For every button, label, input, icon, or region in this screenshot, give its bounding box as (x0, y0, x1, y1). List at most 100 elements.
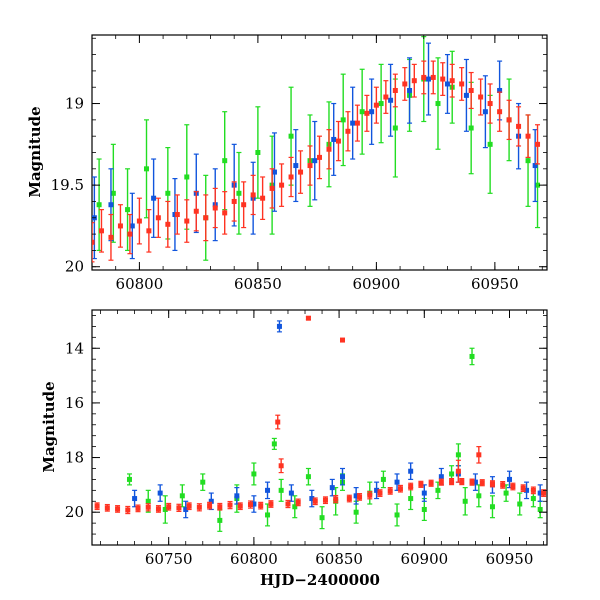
top-point-s2-9 (174, 194, 180, 235)
top-point-s2-28 (354, 104, 360, 142)
bottom-point-s2-10 (196, 503, 202, 512)
top-point-s2-20 (279, 163, 285, 207)
bottom-point-s2-33 (408, 482, 414, 491)
top-point-s2-17 (250, 174, 256, 216)
bottom-point-s2-11 (207, 501, 213, 510)
top-point-s2-5 (136, 197, 142, 245)
top-point-s0-8 (236, 151, 242, 235)
bottom-point-s2-23 (312, 497, 318, 506)
bottom-point-s1-22 (524, 481, 530, 500)
bottom-point-s2-17 (268, 500, 274, 508)
top-point-s0-15 (359, 68, 365, 155)
top-point-s1-11 (312, 120, 318, 201)
top-light-curve-panel: 60800 60850 60900 60950 19 19.5 20 Magnitude (26, 34, 548, 293)
top-point-s2-23 (307, 145, 313, 186)
top-point-s2-46 (525, 114, 531, 158)
top-point-s1-13 (350, 86, 356, 160)
bottom-point-s1-2 (183, 500, 189, 519)
bottom-point-s0-11 (292, 495, 298, 519)
top-point-s2-26 (335, 120, 341, 162)
bottom-point-s2-36 (438, 478, 444, 486)
top-axis-ticks: 60800 60850 60900 60950 19 19.5 20 (51, 35, 547, 293)
bottom-point-s2-9 (186, 502, 192, 511)
bottom-point-s2-19 (278, 458, 284, 474)
bottom-point-s1-15 (408, 462, 414, 481)
top-point-s2-44 (506, 99, 512, 141)
bottom-point-s0-3 (179, 484, 185, 508)
top-x-tick-label: 60800 (116, 275, 164, 293)
top-point-s2-38 (449, 63, 455, 98)
bottom-point-s2-47 (530, 486, 536, 495)
top-point-s1-14 (369, 78, 375, 145)
top-point-s1-10 (293, 129, 299, 203)
top-point-s1-3 (151, 158, 157, 238)
bottom-point-s2-13 (227, 500, 233, 510)
top-point-s2-13 (212, 187, 218, 229)
top-point-s2-39 (459, 67, 465, 101)
top-point-s2-33 (402, 67, 408, 101)
bottom-point-s2-14 (237, 502, 243, 511)
bottom-point-s2-8 (176, 503, 182, 512)
bottom-point-s0-0 (126, 473, 132, 486)
bottom-point-s1-10 (329, 478, 335, 497)
bottom-point-s1-19 (472, 473, 478, 491)
top-x-tick-label: 60900 (353, 275, 401, 293)
bottom-y-tick-label: 14 (65, 339, 84, 357)
top-point-s2-21 (288, 156, 294, 198)
bottom-point-s0-13 (319, 506, 325, 530)
bottom-point-s2-35 (428, 479, 434, 487)
bottom-point-s2-20 (285, 499, 291, 509)
bottom-point-s0-30 (517, 492, 523, 516)
top-point-s2-30 (373, 86, 379, 124)
bottom-point-s0-25 (462, 487, 468, 516)
top-x-tick-label: 60850 (234, 275, 282, 293)
top-point-s2-41 (478, 78, 484, 116)
bottom-point-s2-44 (500, 481, 506, 489)
bottom-point-s0-10 (278, 478, 284, 502)
bottom-point-s2-24 (322, 496, 328, 505)
bottom-point-s0-12 (305, 467, 311, 486)
top-point-s2-11 (193, 191, 199, 232)
bottom-point-s0-32 (537, 500, 543, 519)
bottom-point-s1-12 (353, 487, 359, 505)
top-point-s1-18 (444, 53, 450, 114)
bottom-point-s0-7 (251, 462, 257, 486)
top-point-s2-10 (184, 199, 190, 243)
top-point-s2-45 (516, 106, 522, 147)
top-point-s0-20 (435, 57, 441, 150)
top-point-s2-7 (155, 197, 161, 238)
bottom-point-s2-29 (367, 491, 373, 500)
bottom-point-s2-2 (115, 505, 121, 513)
bottom-point-s2-45 (510, 482, 516, 491)
bottom-y-axis-label: Magnitude (40, 381, 58, 472)
top-point-s2-0 (92, 222, 95, 263)
bottom-y-tick-label: 16 (65, 394, 84, 412)
top-x-tick-label: 60950 (471, 275, 519, 293)
top-point-s1-16 (407, 57, 413, 124)
top-point-s2-19 (269, 168, 275, 209)
top-point-s2-37 (440, 62, 446, 96)
top-point-s0-3 (144, 119, 150, 219)
bottom-point-s0-20 (408, 487, 414, 511)
top-point-s1-15 (388, 63, 394, 137)
bottom-point-s2-4 (135, 504, 141, 513)
top-point-s2-15 (231, 181, 237, 222)
bottom-point-s2-30 (377, 489, 383, 497)
bottom-point-s2-48 (541, 489, 547, 497)
bottom-point-s2-32 (397, 484, 403, 493)
bottom-point-s1-5 (251, 495, 257, 513)
bottom-point-s2-34 (418, 480, 424, 488)
top-point-s0-1 (110, 143, 116, 243)
top-point-s0-16 (378, 63, 384, 144)
bottom-point-s0-27 (476, 484, 482, 508)
bottom-point-s2-43 (489, 480, 495, 488)
top-point-s0-9 (255, 106, 261, 199)
bottom-point-s0-18 (380, 470, 386, 489)
bottom-x-tick-label: 60800 (230, 550, 278, 568)
top-point-s0-14 (340, 73, 346, 167)
top-point-s2-27 (345, 111, 351, 152)
bottom-point-s2-28 (357, 493, 363, 501)
bottom-point-s1-4 (234, 487, 240, 505)
top-y-tick-label: 20 (65, 258, 84, 276)
